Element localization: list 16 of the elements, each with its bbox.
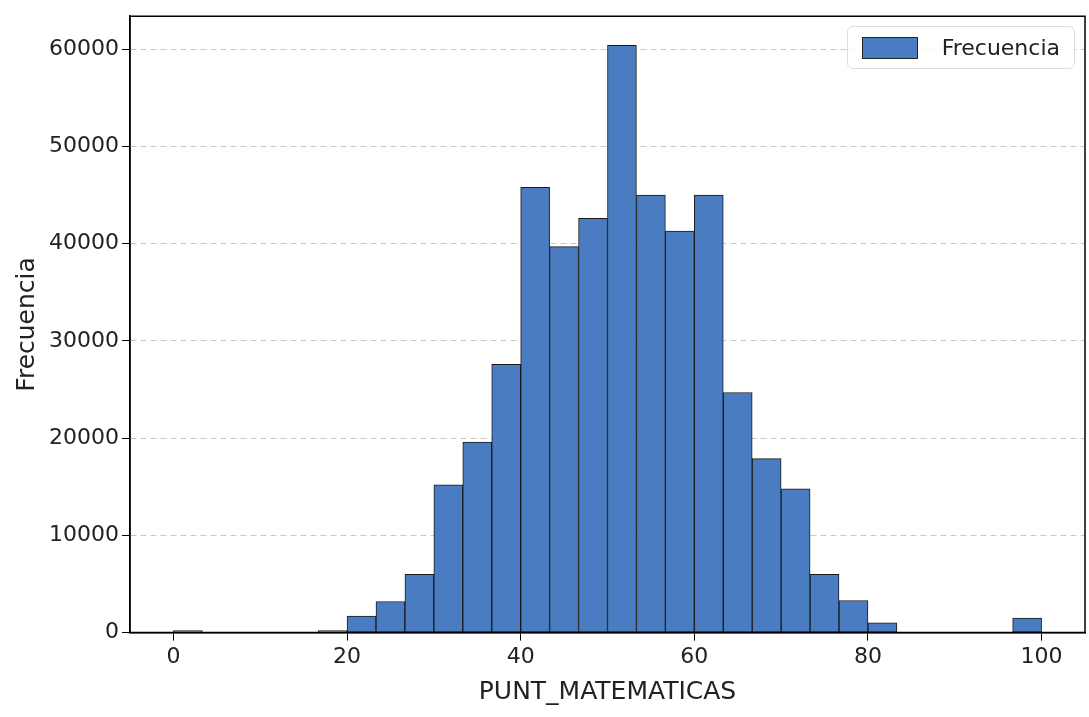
legend-label: Frecuencia [941,35,1060,61]
y-tick-label: 0 [104,618,119,644]
y-axis-title: Frecuencia [10,257,40,392]
x-tick-label: 80 [853,642,882,668]
x-tick-label: 40 [506,642,535,668]
y-tick-label: 10000 [48,521,119,547]
y-tick-label: 60000 [48,34,119,60]
x-tick-label: 60 [680,642,709,668]
y-tick-label: 50000 [48,132,119,158]
y-tick-label: 30000 [48,326,119,352]
y-tick-label: 20000 [48,423,119,449]
x-tick-label: 20 [333,642,362,668]
x-axis-title: PUNT_MATEMATICAS [478,675,737,705]
x-tick-label: 0 [166,642,181,668]
y-tick-label: 40000 [48,229,119,255]
x-tick-label: 100 [1020,642,1063,668]
